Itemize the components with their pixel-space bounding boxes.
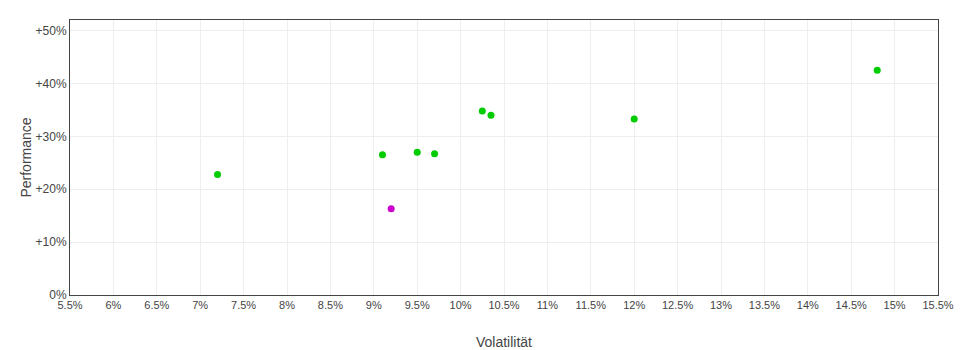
svg-text:10.5%: 10.5% bbox=[488, 299, 519, 311]
svg-text:12%: 12% bbox=[623, 299, 645, 311]
svg-text:6.5%: 6.5% bbox=[144, 299, 169, 311]
svg-text:7%: 7% bbox=[192, 299, 208, 311]
svg-text:6%: 6% bbox=[105, 299, 121, 311]
svg-text:13.5%: 13.5% bbox=[749, 299, 780, 311]
svg-text:+50%: +50% bbox=[36, 24, 67, 38]
svg-text:+20%: +20% bbox=[36, 182, 67, 196]
svg-text:11%: 11% bbox=[537, 299, 558, 311]
svg-text:14%: 14% bbox=[797, 299, 819, 311]
svg-text:8%: 8% bbox=[279, 299, 295, 311]
svg-text:+10%: +10% bbox=[36, 235, 67, 249]
svg-text:+30%: +30% bbox=[36, 130, 67, 144]
svg-text:0%: 0% bbox=[49, 288, 67, 302]
svg-text:10%: 10% bbox=[450, 299, 472, 311]
svg-text:8.5%: 8.5% bbox=[318, 299, 343, 311]
svg-text:11.5%: 11.5% bbox=[576, 299, 607, 311]
svg-text:7.5%: 7.5% bbox=[231, 299, 256, 311]
svg-text:15.5%: 15.5% bbox=[922, 299, 953, 311]
svg-text:Volatilität: Volatilität bbox=[476, 334, 532, 350]
svg-text:12.5%: 12.5% bbox=[662, 299, 693, 311]
svg-text:5.5%: 5.5% bbox=[57, 299, 82, 311]
svg-text:15%: 15% bbox=[884, 299, 906, 311]
svg-text:9%: 9% bbox=[366, 299, 382, 311]
svg-text:Performance: Performance bbox=[18, 117, 34, 197]
svg-text:14.5%: 14.5% bbox=[836, 299, 867, 311]
svg-text:+40%: +40% bbox=[36, 77, 67, 91]
svg-text:9.5%: 9.5% bbox=[405, 299, 430, 311]
svg-text:13%: 13% bbox=[710, 299, 732, 311]
